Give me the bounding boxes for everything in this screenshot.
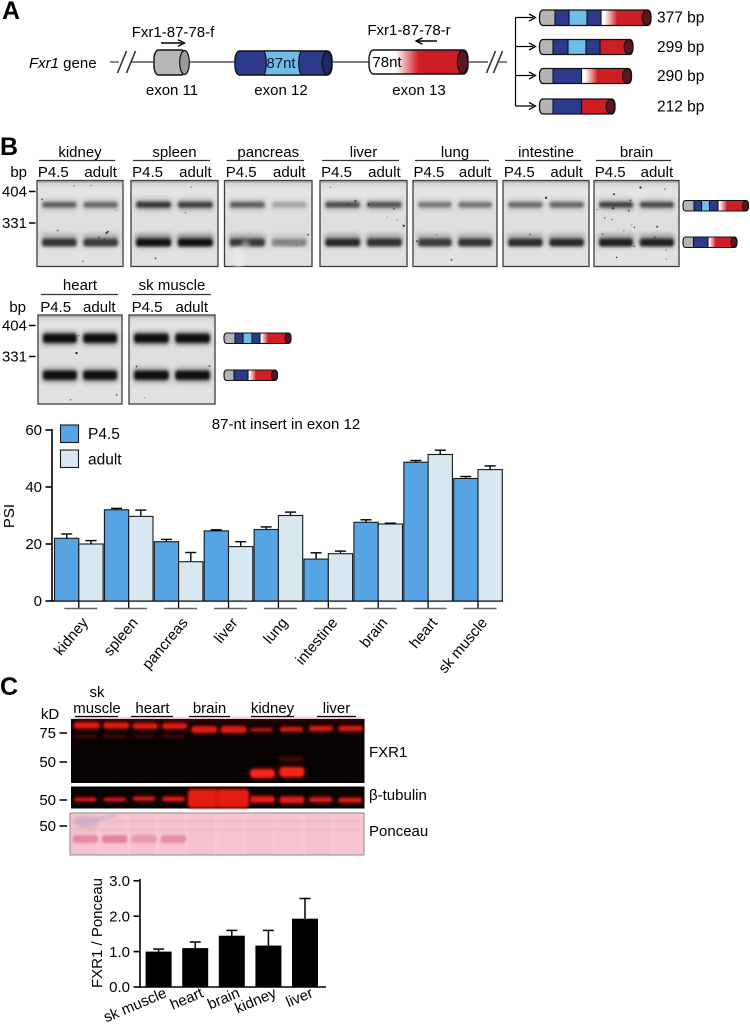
svg-text:P4.5: P4.5 bbox=[38, 164, 69, 181]
svg-text:P4.5: P4.5 bbox=[321, 164, 352, 181]
svg-text:heart: heart bbox=[135, 700, 170, 717]
svg-text:adult: adult bbox=[84, 164, 117, 181]
svg-text:P4.5: P4.5 bbox=[226, 164, 257, 181]
svg-text:spleen: spleen bbox=[100, 615, 141, 660]
svg-text:liver: liver bbox=[211, 615, 242, 647]
svg-text:exon 12: exon 12 bbox=[254, 82, 307, 99]
svg-text:heart: heart bbox=[63, 277, 98, 294]
svg-text:intestine: intestine bbox=[292, 615, 341, 669]
svg-text:Fxr1 gene: Fxr1 gene bbox=[29, 55, 97, 72]
svg-text:P4.5: P4.5 bbox=[414, 164, 445, 181]
svg-text:β-tubulin: β-tubulin bbox=[369, 787, 427, 804]
svg-text:PSI: PSI bbox=[1, 504, 18, 528]
svg-text:heart: heart bbox=[406, 614, 442, 652]
svg-text:50: 50 bbox=[39, 818, 56, 835]
svg-text:kidney: kidney bbox=[58, 144, 102, 161]
svg-text:adult: adult bbox=[176, 299, 209, 316]
svg-text:P4.5: P4.5 bbox=[504, 164, 535, 181]
svg-text:P4.5: P4.5 bbox=[132, 299, 163, 316]
svg-text:331: 331 bbox=[2, 215, 27, 232]
svg-text:liver: liver bbox=[284, 985, 316, 1011]
svg-text:60: 60 bbox=[25, 422, 42, 439]
svg-text:lung: lung bbox=[260, 615, 291, 648]
svg-text:pancreas: pancreas bbox=[139, 615, 192, 673]
svg-text:Fxr1-87-78-f: Fxr1-87-78-f bbox=[132, 24, 215, 41]
svg-text:brain: brain bbox=[357, 615, 391, 651]
svg-text:B: B bbox=[0, 133, 18, 161]
svg-text:adult: adult bbox=[459, 164, 492, 181]
svg-text:adult: adult bbox=[83, 299, 116, 316]
svg-text:exon 13: exon 13 bbox=[392, 82, 445, 99]
svg-text:muscle: muscle bbox=[73, 700, 121, 717]
svg-text:bp: bp bbox=[10, 164, 27, 181]
svg-text:299 bp: 299 bp bbox=[657, 39, 704, 56]
svg-text:FXR1: FXR1 bbox=[369, 744, 407, 761]
svg-text:1.0: 1.0 bbox=[109, 944, 130, 961]
svg-text:78nt: 78nt bbox=[372, 54, 402, 71]
svg-text:lung: lung bbox=[441, 144, 469, 161]
svg-text:75: 75 bbox=[39, 725, 56, 742]
svg-text:377 bp: 377 bp bbox=[657, 10, 704, 27]
svg-text:87nt: 87nt bbox=[266, 55, 296, 72]
svg-text:P4.5: P4.5 bbox=[595, 164, 626, 181]
svg-text:331: 331 bbox=[2, 349, 27, 366]
svg-text:sk muscle: sk muscle bbox=[139, 277, 206, 294]
svg-text:sk: sk bbox=[90, 684, 106, 701]
svg-text:2.0: 2.0 bbox=[109, 908, 130, 925]
svg-text:adult: adult bbox=[550, 164, 583, 181]
svg-text:212 bp: 212 bp bbox=[657, 99, 704, 116]
svg-text:adult: adult bbox=[179, 164, 212, 181]
svg-text:kidney: kidney bbox=[51, 614, 92, 659]
svg-text:pancreas: pancreas bbox=[237, 144, 299, 161]
svg-text:brain: brain bbox=[193, 700, 226, 717]
svg-text:0.0: 0.0 bbox=[109, 979, 130, 996]
svg-text:0: 0 bbox=[34, 593, 42, 610]
svg-text:40: 40 bbox=[25, 479, 42, 496]
svg-text:exon 11: exon 11 bbox=[146, 82, 198, 99]
svg-text:50: 50 bbox=[39, 754, 56, 771]
svg-text:adult: adult bbox=[88, 452, 122, 469]
svg-text:kD: kD bbox=[41, 706, 60, 723]
svg-text:50: 50 bbox=[39, 792, 56, 809]
svg-text:kidney: kidney bbox=[232, 984, 279, 1017]
svg-text:heart: heart bbox=[168, 984, 207, 1013]
svg-text:Ponceau: Ponceau bbox=[369, 823, 428, 840]
svg-text:C: C bbox=[0, 673, 18, 701]
svg-text:liver: liver bbox=[350, 144, 378, 161]
svg-text:kidney: kidney bbox=[251, 700, 295, 717]
svg-text:FXR1 / Ponceau: FXR1 / Ponceau bbox=[89, 878, 106, 988]
svg-text:20: 20 bbox=[25, 536, 42, 553]
svg-text:404: 404 bbox=[2, 184, 27, 201]
svg-text:P4.5: P4.5 bbox=[88, 426, 120, 443]
svg-text:87-nt insert in exon 12: 87-nt insert in exon 12 bbox=[212, 416, 360, 433]
svg-text:spleen: spleen bbox=[152, 144, 196, 161]
svg-text:3.0: 3.0 bbox=[109, 873, 130, 890]
svg-text:A: A bbox=[2, 0, 20, 25]
svg-text:adult: adult bbox=[273, 164, 306, 181]
svg-text:Fxr1-87-78-r: Fxr1-87-78-r bbox=[367, 22, 450, 39]
svg-text:bp: bp bbox=[9, 299, 26, 316]
svg-text:adult: adult bbox=[368, 164, 401, 181]
svg-text:P4.5: P4.5 bbox=[132, 164, 163, 181]
svg-text:sk muscle: sk muscle bbox=[435, 615, 491, 677]
svg-text:290 bp: 290 bp bbox=[657, 68, 704, 85]
svg-text:intestine: intestine bbox=[518, 144, 574, 161]
svg-text:liver: liver bbox=[323, 700, 351, 717]
svg-text:P4.5: P4.5 bbox=[40, 299, 71, 316]
svg-text:adult: adult bbox=[641, 164, 674, 181]
svg-text:brain: brain bbox=[620, 144, 653, 161]
svg-text:404: 404 bbox=[2, 318, 27, 335]
